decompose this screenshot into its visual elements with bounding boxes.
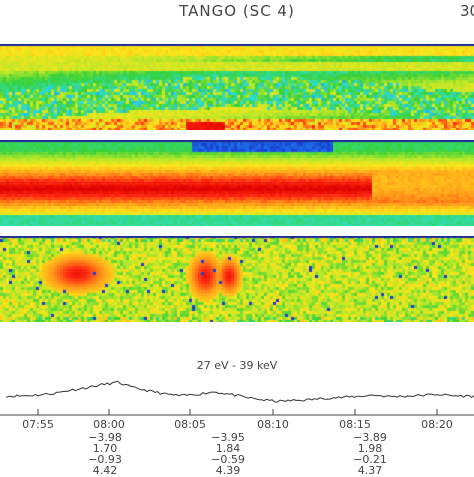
x-tick-label: 08:10 xyxy=(257,418,289,431)
x-tick-label: 08:15 xyxy=(339,418,371,431)
corner-label: 30 xyxy=(460,2,474,20)
line-series xyxy=(5,380,474,403)
ephemeris-value: 1.84 xyxy=(215,442,241,455)
spectrogram-panel-2 xyxy=(0,140,474,226)
ephemeris-value: −0.59 xyxy=(211,453,245,466)
ephemeris-value: −0.93 xyxy=(88,453,122,466)
x-axis-ticks xyxy=(37,409,438,415)
line-plot xyxy=(0,380,474,416)
ephemeris-value: −3.89 xyxy=(353,431,387,444)
ephemeris-value: −3.98 xyxy=(88,431,122,444)
spectrogram-panel-3 xyxy=(0,236,474,322)
x-tick-label: 08:00 xyxy=(93,418,125,431)
ephemeris-value: 1.70 xyxy=(92,442,118,455)
spectrogram-panel-1 xyxy=(0,44,474,130)
ephemeris-value: 4.37 xyxy=(357,464,383,477)
plot-title: TANGO (SC 4) xyxy=(179,2,295,20)
ephemeris-value: 4.39 xyxy=(215,464,241,477)
line-plot-label: 27 eV - 39 keV xyxy=(196,359,278,372)
spectrogram-1 xyxy=(0,44,474,130)
x-tick-label: 07:55 xyxy=(22,418,54,431)
ephemeris-value: −0.21 xyxy=(353,453,387,466)
ephemeris-value: −3.95 xyxy=(211,431,245,444)
ephemeris-value: 4.42 xyxy=(92,464,118,477)
x-tick-label: 08:05 xyxy=(174,418,206,431)
spectrogram-3 xyxy=(0,236,474,322)
ephemeris-value: 1.98 xyxy=(357,442,383,455)
spectrogram-2 xyxy=(0,140,474,226)
x-tick-label: 08:20 xyxy=(421,418,453,431)
